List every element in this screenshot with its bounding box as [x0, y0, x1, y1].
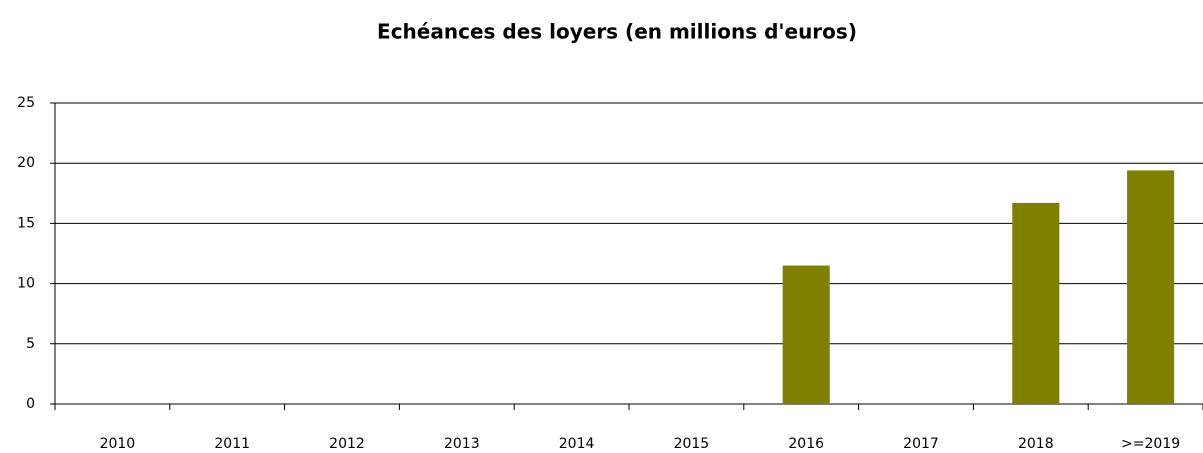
- x-tick-label: 2010: [100, 436, 136, 452]
- chart-title: Echéances des loyers (en millions d'euro…: [377, 20, 857, 44]
- x-tick-label: 2018: [1018, 436, 1054, 452]
- y-tick-label: 0: [26, 396, 35, 412]
- x-tick-label: 2015: [674, 436, 710, 452]
- x-tick-label: 2017: [903, 436, 939, 452]
- y-tick-label: 5: [26, 336, 35, 352]
- bar: [782, 265, 830, 404]
- y-tick-label: 25: [17, 95, 35, 111]
- x-tick-label: 2011: [214, 436, 250, 452]
- y-tick-label: 20: [17, 155, 35, 171]
- bar: [1127, 170, 1175, 404]
- x-tick-label: >=2019: [1121, 436, 1180, 452]
- x-tick-label: 2012: [329, 436, 365, 452]
- x-tick-label: 2013: [444, 436, 480, 452]
- y-tick-label: 15: [17, 215, 35, 231]
- x-tick-label: 2014: [559, 436, 595, 452]
- bar: [1012, 202, 1060, 404]
- y-tick-label: 10: [17, 276, 35, 292]
- x-tick-label: 2016: [788, 436, 824, 452]
